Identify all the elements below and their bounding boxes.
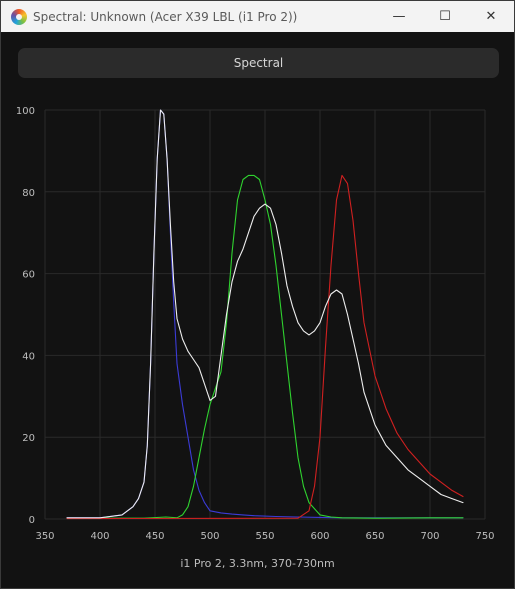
minimize-button[interactable]: — xyxy=(392,9,406,24)
spectral-mode-button[interactable]: Spectral xyxy=(18,48,499,78)
y-tick-label: 80 xyxy=(22,188,35,199)
x-tick-label: 350 xyxy=(35,531,54,542)
spectral-chart: 350 400 450 500 550 600 650 700 750 0 20 40 60 80 100 xyxy=(16,106,495,542)
x-tick-label: 550 xyxy=(255,531,274,542)
white-series-line xyxy=(66,109,464,519)
chart-grid xyxy=(44,109,486,520)
window-title: Spectral: Unknown (Acer X39 LBL (i1 Pro … xyxy=(33,9,298,24)
content-area: Spectral 350 400 450 500 550 600 650 700 750 0 20 4… xyxy=(1,32,514,588)
close-button[interactable]: ✕ xyxy=(485,9,497,24)
x-tick-label: 700 xyxy=(420,531,439,542)
x-tick-label: 600 xyxy=(310,531,329,542)
chart-tick-labels: 350 400 450 500 550 600 650 700 750 0 20 40 60 80 100 xyxy=(16,106,495,542)
red-series-line xyxy=(66,174,464,520)
x-tick-label: 400 xyxy=(90,531,109,542)
instrument-label: i1 Pro 2, 3.3nm, 370-730nm xyxy=(180,557,335,570)
maximize-button[interactable]: ☐ xyxy=(439,9,451,24)
x-tick-label: 500 xyxy=(200,531,219,542)
title-bar[interactable]: Spectral: Unknown (Acer X39 LBL (i1 Pro … xyxy=(1,1,514,32)
y-tick-label: 100 xyxy=(16,106,35,117)
y-tick-label: 40 xyxy=(22,351,35,362)
app-logo-icon xyxy=(11,8,27,25)
x-tick-label: 450 xyxy=(145,531,164,542)
window-controls: — ☐ ✕ xyxy=(376,1,514,32)
x-tick-label: 750 xyxy=(475,531,494,542)
y-tick-label: 0 xyxy=(29,515,35,526)
y-tick-label: 60 xyxy=(22,270,35,281)
green-series-line xyxy=(66,174,464,519)
chart-series xyxy=(66,109,464,520)
x-tick-label: 650 xyxy=(365,531,384,542)
y-tick-label: 20 xyxy=(22,433,35,444)
